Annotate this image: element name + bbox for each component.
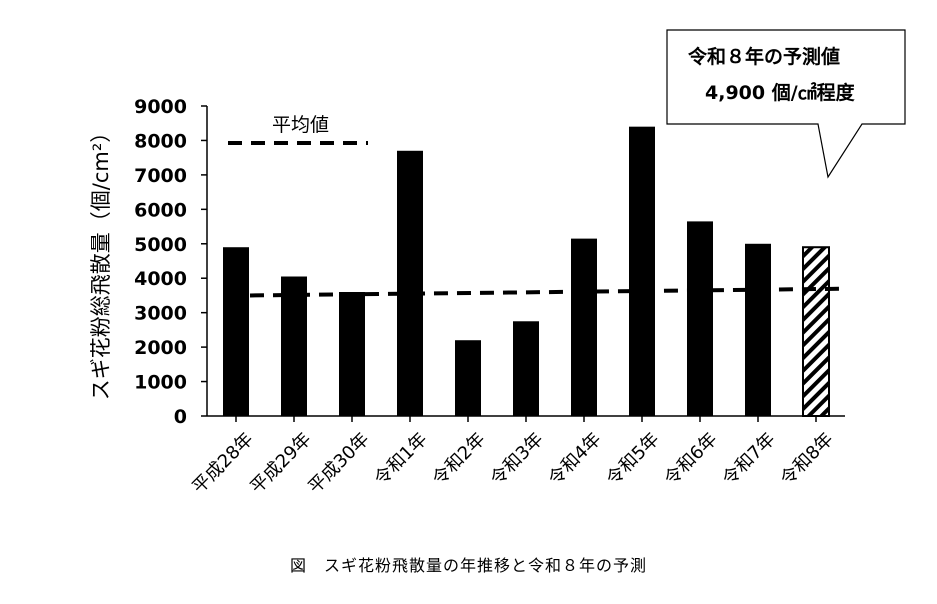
y-tick-label: 8000 bbox=[134, 130, 187, 152]
axes: 0 1000 2000 3000 4000 5000 6000 7000 8000 9000 スギ花… bbox=[89, 96, 845, 428]
callout-box bbox=[666, 29, 906, 179]
bar bbox=[455, 340, 481, 416]
average-line-group: 平均値 bbox=[226, 114, 846, 298]
x-tick-label: 令和4年 bbox=[544, 429, 605, 490]
x-tick-label: 平成30年 bbox=[304, 429, 373, 498]
bar bbox=[513, 321, 539, 416]
bar bbox=[223, 247, 249, 416]
y-tick-label: 3000 bbox=[134, 303, 187, 325]
x-tick-label: 令和8年 bbox=[776, 429, 837, 490]
bar bbox=[397, 150, 423, 416]
x-tick-label: 令和6年 bbox=[660, 429, 721, 490]
y-tick-label: 7000 bbox=[134, 165, 187, 187]
y-axis-label: スギ花粉総飛散量（個/cm²） bbox=[89, 122, 113, 401]
x-tick-label: 令和1年 bbox=[370, 429, 431, 490]
y-tick-label: 0 bbox=[174, 406, 187, 428]
callout-line2: 4,900 個/㎠程度 bbox=[705, 82, 855, 104]
bar bbox=[802, 246, 830, 417]
y-tick-label: 6000 bbox=[134, 199, 187, 221]
bar bbox=[281, 276, 307, 416]
y-tick-label: 4000 bbox=[134, 268, 187, 290]
x-tick-label: 令和3年 bbox=[486, 429, 547, 490]
x-tick-labels: 平成28年平成29年平成30年令和1年令和2年令和3年令和4年令和5年令和6年令… bbox=[188, 429, 837, 498]
average-legend-label: 平均値 bbox=[272, 114, 329, 136]
x-tick-label: 令和7年 bbox=[718, 429, 779, 490]
y-tick-label: 1000 bbox=[134, 372, 187, 394]
figure-caption: 図 スギ花粉飛散量の年推移と令和８年の予測 bbox=[289, 556, 647, 575]
bar bbox=[687, 221, 713, 416]
x-tick-label: 令和5年 bbox=[602, 429, 663, 490]
callout-group bbox=[666, 29, 906, 179]
y-tick-label: 2000 bbox=[134, 337, 187, 359]
bar bbox=[571, 238, 597, 416]
average-line bbox=[226, 286, 846, 298]
x-tick-label: 令和2年 bbox=[428, 429, 489, 490]
y-tick-label: 9000 bbox=[134, 96, 187, 118]
bar bbox=[339, 292, 365, 416]
bar bbox=[745, 243, 771, 416]
bars bbox=[223, 126, 830, 417]
y-tick-label: 5000 bbox=[134, 234, 187, 256]
bar bbox=[629, 126, 655, 417]
x-tick-label: 平成29年 bbox=[246, 429, 315, 498]
callout-line1: 令和８年の予測値 bbox=[688, 46, 841, 68]
x-tick-label: 平成28年 bbox=[188, 429, 257, 498]
